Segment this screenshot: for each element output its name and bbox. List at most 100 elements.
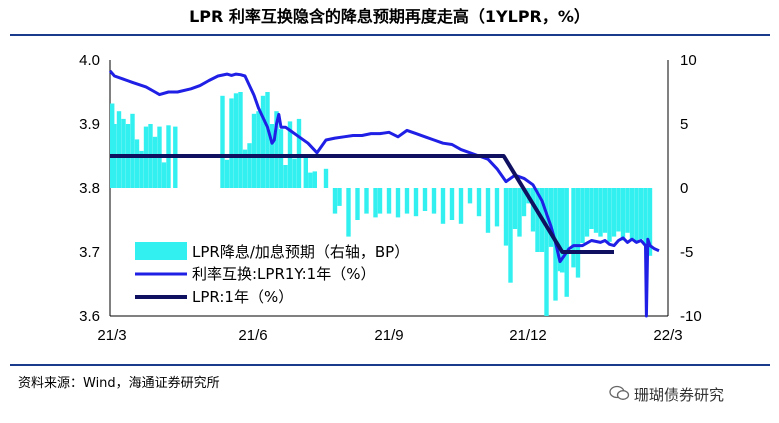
bar — [584, 188, 590, 237]
bar — [130, 113, 135, 188]
bar — [638, 188, 644, 240]
bar — [598, 188, 603, 237]
bar — [274, 111, 279, 188]
bar — [647, 188, 653, 256]
swap-rate-line — [108, 69, 660, 318]
bar — [283, 165, 288, 188]
bar — [373, 188, 378, 218]
bar — [413, 188, 419, 217]
bar — [580, 188, 585, 243]
x-tick: 22/3 — [653, 327, 682, 344]
bar — [296, 118, 302, 188]
bar — [278, 129, 284, 188]
bar — [121, 118, 126, 188]
bar — [564, 188, 569, 297]
bar — [116, 111, 122, 188]
bar — [308, 172, 313, 188]
x-ticks: 21/3 21/6 21/9 21/12 22/3 — [97, 327, 682, 344]
legend-label-bars: LPR降息/加息预期（右轴，BP） — [192, 243, 409, 261]
x-tick: 21/9 — [374, 327, 403, 344]
chart: 3.6 3.7 3.8 3.9 4.0 -10 -5 0 5 10 21/3 2… — [79, 52, 702, 344]
bar — [139, 150, 144, 188]
bar — [560, 188, 565, 273]
bar — [260, 95, 266, 188]
legend-swatch-bars — [135, 242, 187, 260]
bar — [620, 188, 626, 241]
bar — [323, 168, 329, 188]
bar — [508, 188, 513, 283]
legend-label-lpr: LPR:1年（%） — [192, 288, 293, 306]
bar — [494, 188, 500, 227]
bar — [634, 188, 639, 243]
bar — [355, 188, 360, 220]
x-tick: 21/3 — [97, 327, 126, 344]
bar — [485, 188, 491, 233]
bar — [548, 188, 554, 247]
bar — [110, 103, 115, 188]
bar — [467, 188, 473, 204]
x-tick: 21/6 — [238, 327, 267, 344]
bar — [643, 188, 648, 246]
bar — [517, 188, 522, 237]
bar — [242, 149, 248, 188]
bar — [611, 188, 617, 237]
y-right-ticks: -10 -5 0 5 10 — [680, 52, 702, 325]
chart-title: LPR 利率互换隐含的降息预期再度走高（1YLPR，%） — [189, 7, 590, 26]
y-left-tick: 3.9 — [79, 116, 100, 133]
bar — [449, 188, 455, 220]
bar — [161, 162, 167, 188]
bar — [512, 188, 518, 229]
y-right-tick: -5 — [680, 244, 693, 261]
bar — [152, 136, 158, 188]
wechat-icon — [609, 385, 630, 400]
bar — [503, 188, 509, 246]
bar — [332, 188, 338, 214]
bar — [535, 188, 540, 252]
bar — [575, 188, 581, 278]
bar — [346, 188, 351, 237]
y-left-tick: 3.7 — [79, 244, 100, 261]
bar — [229, 98, 234, 188]
bar — [312, 171, 317, 188]
lines-layer — [108, 69, 660, 318]
bar — [458, 188, 464, 224]
bar — [431, 188, 437, 214]
watermark-text: 珊瑚债券研究 — [634, 386, 725, 404]
source-note: 资料来源：Wind，海通证券研究所 — [18, 376, 220, 391]
legend-label-swap: 利率互换:LPR1Y:1年（%） — [192, 265, 375, 283]
bar — [629, 188, 635, 240]
bar — [256, 111, 261, 188]
title-rule — [10, 34, 770, 36]
bar — [625, 188, 630, 233]
bar — [616, 188, 621, 232]
bar — [440, 188, 446, 224]
bar — [544, 188, 549, 316]
y-left-tick: 4.0 — [79, 52, 100, 69]
y-right-tick: 10 — [680, 52, 697, 69]
y-right-tick: 5 — [680, 116, 688, 133]
bar — [571, 188, 576, 268]
source-rule — [10, 364, 770, 366]
bar — [395, 188, 401, 218]
bar — [134, 139, 140, 188]
bar — [238, 92, 243, 188]
bar — [589, 188, 594, 229]
bar — [364, 188, 369, 214]
bar — [386, 188, 392, 214]
bar — [593, 188, 599, 233]
bar — [303, 154, 308, 188]
bar — [247, 143, 252, 188]
y-left-ticks: 3.6 3.7 3.8 3.9 4.0 — [79, 52, 100, 325]
bar — [224, 159, 230, 188]
bar — [521, 188, 527, 217]
lpr-line — [110, 154, 614, 254]
bar — [602, 188, 608, 233]
bar — [292, 158, 297, 188]
bar — [404, 188, 410, 214]
bar — [265, 92, 270, 188]
y-left-tick: 3.8 — [79, 180, 100, 197]
x-tick: 21/12 — [509, 327, 547, 344]
bar — [422, 188, 428, 211]
legend: LPR降息/加息预期（右轴，BP） 利率互换:LPR1Y:1年（%） LPR:1… — [135, 242, 409, 306]
bar — [377, 188, 383, 214]
